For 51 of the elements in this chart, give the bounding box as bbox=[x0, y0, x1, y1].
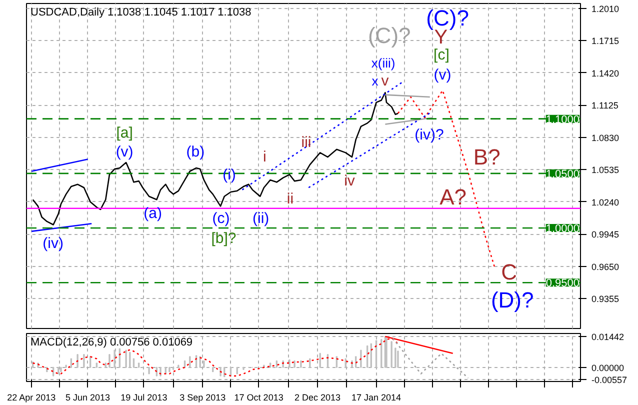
annotation: (C)? bbox=[368, 22, 411, 48]
annotation: iii bbox=[301, 134, 312, 151]
y-tick-label: 0.01442 bbox=[592, 332, 624, 342]
annotation: (iv)? bbox=[414, 126, 444, 144]
annotation: v bbox=[381, 72, 390, 90]
ref-line-label: 1.1000 bbox=[546, 114, 580, 126]
annotation: A? bbox=[440, 184, 467, 210]
annotation: (ii) bbox=[252, 210, 270, 228]
y-tick-label: -0.00557 bbox=[592, 374, 628, 385]
annotation: (v) bbox=[116, 144, 134, 161]
y-tick-label: 0.9945 bbox=[592, 230, 620, 240]
chart-title: USDCAD,Daily 1.1038 1.1045 1.1017 1.1038 bbox=[30, 6, 252, 18]
y-tick-label: 0.9355 bbox=[592, 294, 620, 304]
ref-line-label: 1.0000 bbox=[546, 223, 580, 236]
annotation: iv bbox=[344, 172, 356, 190]
annotation: i bbox=[263, 148, 266, 166]
annotation: x bbox=[372, 73, 379, 88]
x-tick-label: 17 Jan 2014 bbox=[351, 392, 402, 402]
annotation: (i) bbox=[222, 166, 236, 184]
y-tick-label: 1.0830 bbox=[592, 132, 620, 143]
y-tick-label: 0.00000 bbox=[592, 362, 624, 373]
y-tick-label: 1.0240 bbox=[592, 197, 620, 208]
annotation: (iv) bbox=[42, 234, 64, 252]
y-tick-label: 0.9650 bbox=[592, 262, 620, 272]
y-tick-label: 1.1420 bbox=[592, 68, 620, 78]
annotation: x(iii) bbox=[371, 55, 396, 70]
x-tick-label: 5 Jun 2013 bbox=[66, 392, 110, 402]
y-tick-label: 1.1125 bbox=[592, 100, 618, 111]
annotation: (b) bbox=[186, 144, 205, 161]
chart-title: MACD(12,26,9) 0.00756 0.01069 bbox=[30, 336, 193, 348]
x-tick-label: 19 Jul 2013 bbox=[120, 392, 168, 402]
annotation: [c] bbox=[434, 46, 450, 64]
x-tick-label: 17 Oct 2013 bbox=[234, 392, 284, 402]
annotation: B? bbox=[473, 144, 500, 170]
annotation: (c) bbox=[212, 210, 230, 228]
y-tick-label: 1.1715 bbox=[592, 36, 620, 46]
x-tick-label: 3 Sep 2013 bbox=[180, 392, 226, 402]
annotation: ii bbox=[286, 190, 294, 208]
line-series bbox=[392, 338, 469, 379]
annotation: [b]? bbox=[211, 230, 236, 247]
y-tick-label: 1.0535 bbox=[592, 165, 620, 176]
line-series bbox=[32, 92, 399, 226]
y-tick-label: 1.2010 bbox=[592, 4, 620, 14]
annotation: (a) bbox=[144, 204, 162, 222]
ref-line-label: 1.0500 bbox=[546, 168, 580, 180]
annotation: (D)? bbox=[490, 287, 534, 312]
annotation: [a] bbox=[116, 124, 133, 142]
x-tick-label: 2 Dec 2013 bbox=[294, 392, 341, 402]
x-tick-label: 22 Apr 2013 bbox=[7, 392, 56, 402]
annotation: C bbox=[501, 259, 518, 284]
annotation: (v) bbox=[434, 66, 452, 84]
